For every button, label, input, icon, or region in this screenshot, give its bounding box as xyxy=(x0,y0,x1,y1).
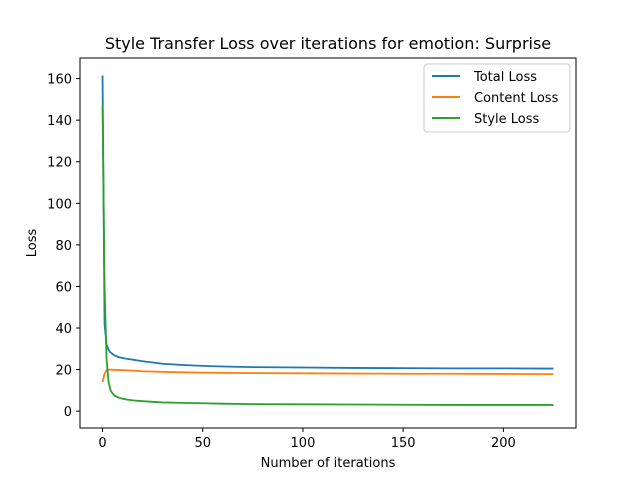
legend-box xyxy=(423,63,571,133)
x-axis: 0 50 100 150 200 xyxy=(98,428,516,451)
x-tick-label: 200 xyxy=(491,436,516,451)
legend-label-total-loss: Total Loss xyxy=(473,70,537,85)
x-tick-label: 0 xyxy=(98,436,106,451)
y-tick-label: 80 xyxy=(55,239,72,254)
y-tick-label: 60 xyxy=(55,280,72,295)
y-tick-label: 160 xyxy=(47,73,72,88)
x-tick-label: 50 xyxy=(194,436,211,451)
y-tick-label: 20 xyxy=(55,364,72,379)
legend: Total Loss Content Loss Style Loss xyxy=(423,63,571,133)
y-axis: 0 20 40 60 80 100 120 140 160 xyxy=(47,73,80,420)
y-tick-label: 100 xyxy=(47,197,72,212)
x-tick-label: 150 xyxy=(391,436,416,451)
plot-frame xyxy=(79,57,577,429)
x-axis-label: Number of iterations xyxy=(261,456,396,471)
x-tick-label: 100 xyxy=(291,436,316,451)
y-tick-label: 120 xyxy=(47,156,72,171)
y-tick-label: 40 xyxy=(55,322,72,337)
chart-title: Style Transfer Loss over iterations for … xyxy=(105,34,551,53)
y-tick-label: 0 xyxy=(64,405,72,420)
y-tick-label: 140 xyxy=(47,114,72,129)
legend-label-style-loss: Style Loss xyxy=(474,112,540,127)
style-loss-line xyxy=(101,105,554,406)
legend-label-content-loss: Content Loss xyxy=(474,91,559,106)
series-lines xyxy=(101,75,554,406)
y-axis-label: Loss xyxy=(25,229,40,258)
total-loss-line xyxy=(101,75,554,370)
